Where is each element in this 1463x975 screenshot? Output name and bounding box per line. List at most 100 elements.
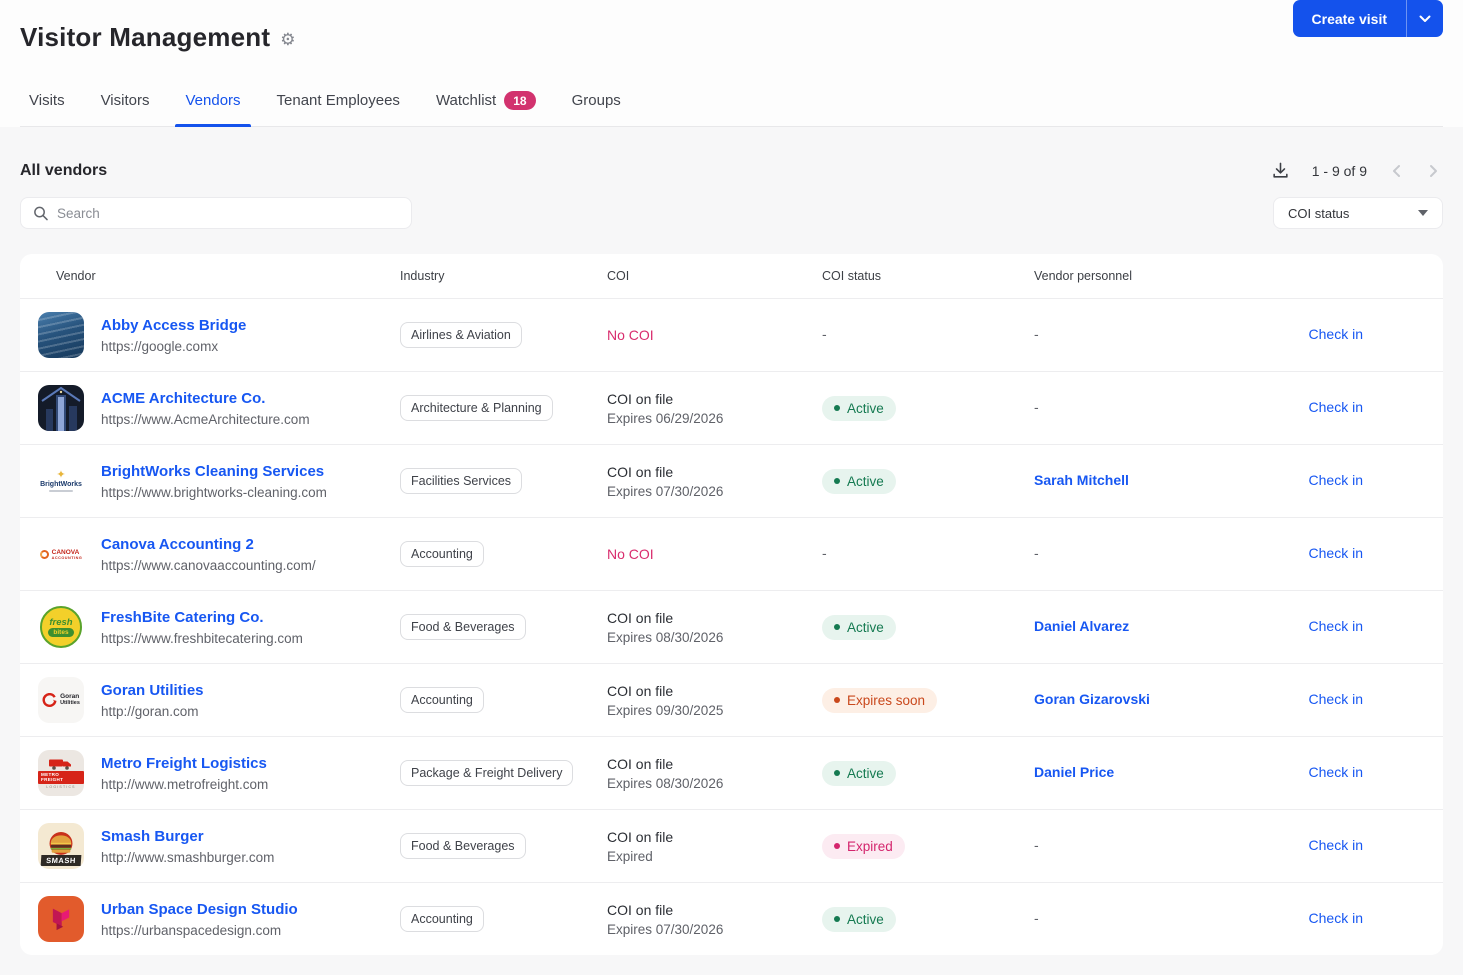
vendor-url: http://goran.com bbox=[101, 703, 199, 719]
vendor-url: https://www.canovaaccounting.com/ bbox=[101, 557, 316, 573]
vendor-personnel-link[interactable]: Daniel Price bbox=[1034, 764, 1115, 781]
table-row: METRO FREIGHT LOGISTICS Metro Freight Logi… bbox=[20, 736, 1443, 809]
coi-status-filter[interactable]: COI status bbox=[1273, 197, 1443, 230]
coi-on-file-text: COI on file bbox=[607, 755, 674, 772]
download-button[interactable] bbox=[1269, 159, 1292, 182]
coi-status-badge: Active bbox=[822, 395, 896, 421]
vendor-name-link[interactable]: Metro Freight Logistics bbox=[101, 754, 267, 772]
coi-status-badge: Active bbox=[822, 760, 896, 786]
check-in-link[interactable]: Check in bbox=[1308, 910, 1363, 927]
status-dot-icon bbox=[834, 697, 840, 704]
column-header-coi: COI bbox=[607, 269, 630, 284]
tab-groups[interactable]: Groups bbox=[571, 77, 622, 126]
vendor-name-link[interactable]: FreshBite Catering Co. bbox=[101, 608, 264, 626]
no-coi-text: No COI bbox=[607, 546, 654, 563]
table-row: ✦ BrightWorks BrightWorks Cleaning Service… bbox=[20, 444, 1443, 517]
table-header-row: Vendor Industry COI COI status Vendor person… bbox=[20, 254, 1443, 298]
check-in-link[interactable]: Check in bbox=[1308, 326, 1363, 343]
coi-status-badge: Active bbox=[822, 906, 896, 932]
vendor-url: https://www.AcmeArchitecture.com bbox=[101, 411, 310, 427]
coi-expiry-text: Expires 08/30/2026 bbox=[607, 629, 724, 645]
check-in-link[interactable]: Check in bbox=[1308, 618, 1363, 635]
search-input[interactable] bbox=[56, 205, 399, 221]
vendor-name-link[interactable]: Abby Access Bridge bbox=[101, 316, 247, 334]
coi-on-file-text: COI on file bbox=[607, 901, 674, 918]
vendor-url: http://www.smashburger.com bbox=[101, 849, 275, 865]
vendor-url: https://www.freshbitecatering.com bbox=[101, 630, 303, 646]
coi-status-badge: Expires soon bbox=[822, 687, 938, 713]
tab-visits[interactable]: Visits bbox=[28, 77, 66, 126]
pagination-controls: 1 - 9 of 9 bbox=[1269, 159, 1443, 182]
prev-page-button[interactable] bbox=[1387, 161, 1407, 181]
chevron-right-icon bbox=[1430, 164, 1437, 177]
table-row: fresh bites FreshBite Catering Co. https://… bbox=[20, 590, 1443, 663]
vendor-name-link[interactable]: BrightWorks Cleaning Services bbox=[101, 462, 325, 480]
coi-expiry-text: Expires 08/30/2026 bbox=[607, 775, 724, 791]
vendor-table-body: Abby Access Bridge https://google.comx Air… bbox=[20, 298, 1443, 955]
next-page-button[interactable] bbox=[1423, 161, 1443, 181]
table-row: SMASH Smash Burger http://www.smashburger.… bbox=[20, 809, 1443, 882]
vendor-name-link[interactable]: Goran Utilities bbox=[101, 681, 204, 699]
vendor-url: https://urbanspacedesign.com bbox=[101, 922, 282, 938]
industry-chip: Facilities Services bbox=[400, 468, 523, 495]
vendor-name-link[interactable]: Canova Accounting 2 bbox=[101, 535, 254, 553]
coi-expiry-text: Expires 06/29/2026 bbox=[607, 410, 724, 426]
coi-expiry-text: Expired bbox=[607, 848, 653, 864]
coi-status-badge: Active bbox=[822, 614, 896, 640]
coi-on-file-text: COI on file bbox=[607, 463, 674, 480]
tab-vendors[interactable]: Vendors bbox=[175, 77, 251, 128]
vendor-personnel-link[interactable]: Goran Gizarovski bbox=[1034, 691, 1150, 708]
chevron-left-icon bbox=[1393, 164, 1400, 177]
tab-visitors[interactable]: Visitors bbox=[100, 77, 151, 126]
vendor-url: http://www.metrofreight.com bbox=[101, 776, 269, 792]
check-in-link[interactable]: Check in bbox=[1308, 472, 1363, 489]
vendor-logo bbox=[38, 385, 84, 432]
industry-chip: Airlines & Aviation bbox=[400, 322, 522, 349]
tab-label: Visits bbox=[29, 92, 65, 110]
check-in-link[interactable]: Check in bbox=[1308, 545, 1363, 562]
tab-label: Vendors bbox=[185, 92, 241, 110]
vendor-personnel-link[interactable]: Daniel Alvarez bbox=[1034, 618, 1130, 635]
no-coi-text: No COI bbox=[607, 327, 654, 344]
create-visit-button: Create visit bbox=[1292, 0, 1443, 37]
tab-tenant-employees[interactable]: Tenant Employees bbox=[276, 77, 401, 126]
section-title: All vendors bbox=[20, 161, 108, 179]
tab-label: Visitors bbox=[100, 92, 150, 110]
check-in-link[interactable]: Check in bbox=[1308, 837, 1363, 854]
vendor-personnel-link[interactable]: Sarah Mitchell bbox=[1034, 472, 1129, 489]
vendor-url: https://www.brightworks-cleaning.com bbox=[101, 484, 327, 500]
create-visit-main-button[interactable]: Create visit bbox=[1292, 0, 1406, 37]
table-row: ACME Architecture Co. https://www.AcmeArc… bbox=[20, 371, 1443, 444]
status-dot-icon bbox=[834, 770, 840, 777]
column-header-industry: Industry bbox=[400, 269, 445, 284]
tab-watchlist[interactable]: Watchlist 18 bbox=[435, 77, 537, 126]
industry-chip: Architecture & Planning bbox=[400, 395, 553, 422]
empty-personnel: - bbox=[1034, 837, 1039, 854]
settings-gear-icon[interactable]: ⚙ bbox=[280, 29, 296, 49]
create-visit-dropdown-button[interactable] bbox=[1406, 0, 1443, 37]
coi-on-file-text: COI on file bbox=[607, 609, 674, 626]
tab-bar: Visits Visitors Vendors Tenant Employees Wat… bbox=[20, 77, 1443, 128]
industry-chip: Food & Beverages bbox=[400, 614, 526, 641]
check-in-link[interactable]: Check in bbox=[1308, 399, 1363, 416]
check-in-link[interactable]: Check in bbox=[1308, 764, 1363, 781]
tab-label: Groups bbox=[571, 92, 621, 110]
vendor-name-link[interactable]: Urban Space Design Studio bbox=[101, 900, 298, 918]
status-dot-icon bbox=[834, 478, 840, 485]
vendor-name-link[interactable]: ACME Architecture Co. bbox=[101, 389, 266, 407]
table-row: CANOVA ACCOUNTING Canova Accounting 2 https… bbox=[20, 517, 1443, 590]
search-icon bbox=[34, 207, 48, 221]
main-content: All vendors 1 - 9 of 9 COI status Vendor… bbox=[0, 159, 1463, 956]
empty-personnel: - bbox=[1034, 399, 1039, 416]
industry-chip: Accounting bbox=[400, 687, 484, 714]
check-in-link[interactable]: Check in bbox=[1308, 691, 1363, 708]
vendor-name-link[interactable]: Smash Burger bbox=[101, 827, 204, 845]
empty-personnel: - bbox=[1034, 326, 1039, 343]
empty-personnel: - bbox=[1034, 545, 1039, 562]
empty-status: - bbox=[822, 326, 827, 343]
search-box bbox=[20, 197, 412, 230]
empty-status: - bbox=[822, 545, 827, 562]
tab-label: Tenant Employees bbox=[276, 92, 400, 110]
coi-status-filter-label: COI status bbox=[1288, 205, 1350, 221]
table-row: Urban Space Design Studio https://urbansp… bbox=[20, 882, 1443, 955]
